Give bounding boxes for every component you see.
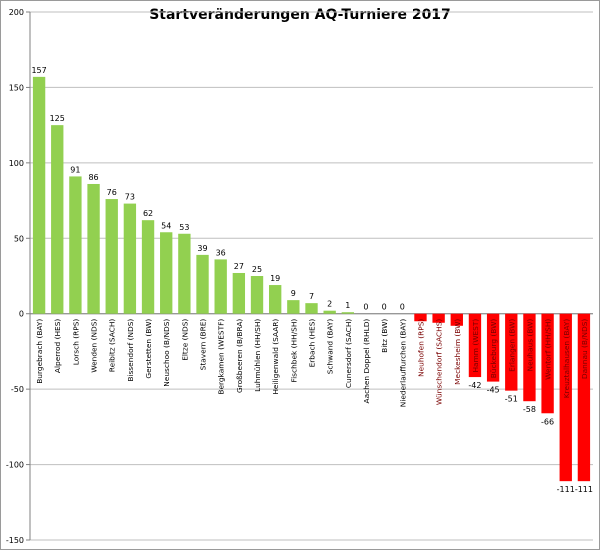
category-label: Neuhofen (RPS) xyxy=(416,319,425,377)
bar xyxy=(87,183,100,314)
bar xyxy=(486,313,500,382)
category-label: Cunersdorf (SACH) xyxy=(344,319,353,389)
bar xyxy=(414,313,427,322)
category-label: Heiligenwald (SAAR) xyxy=(271,319,280,395)
category-label: Eltze (NDS) xyxy=(180,319,189,361)
bar-value-label: 91 xyxy=(70,165,80,174)
y-tick-label: 0 xyxy=(19,310,24,319)
category-label: Meckesheim (BW) xyxy=(453,319,462,385)
bar xyxy=(505,313,518,391)
bar-value-label: 1 xyxy=(345,301,350,310)
category-label: Kreuztalhausen (BAY) xyxy=(562,319,571,399)
bar-value-label: -51 xyxy=(505,395,518,404)
bar-value-label: 0 xyxy=(382,303,387,312)
chart-title: Startveränderungen AQ-Turniere 2017 xyxy=(149,7,451,23)
category-label: Großbeeren (B/BRA) xyxy=(235,319,244,393)
bar xyxy=(305,303,318,314)
category-label: Stavern (BRE) xyxy=(199,319,208,371)
bar-value-label: 36 xyxy=(216,248,226,257)
category-label: Alperrod (HES) xyxy=(53,319,62,373)
bar xyxy=(577,313,591,482)
bar xyxy=(51,125,64,314)
bar xyxy=(32,76,46,314)
bar-value-label: 25 xyxy=(252,265,262,274)
bar-value-label: -42 xyxy=(468,381,481,390)
bar-value-label: 73 xyxy=(125,193,135,202)
category-label: Bückeburg (BW) xyxy=(489,319,498,379)
category-label: Dannau (B/NDS) xyxy=(580,319,589,380)
bar-value-label: 9 xyxy=(291,289,296,298)
category-label: Gerstetten (BW) xyxy=(144,319,153,379)
y-tick-label: 50 xyxy=(14,234,24,243)
bar-value-label: -111 xyxy=(575,485,593,494)
bar xyxy=(69,176,82,314)
bar xyxy=(341,312,354,314)
bar-value-label: -111 xyxy=(557,485,575,494)
bar xyxy=(468,313,482,378)
bar-value-label: 54 xyxy=(161,221,171,230)
bar xyxy=(432,313,445,323)
y-tick-label: -150 xyxy=(6,536,24,545)
category-label: Fischbek (HH/SH) xyxy=(289,319,298,383)
bar-value-label: 7 xyxy=(309,292,314,301)
bar-value-label: 27 xyxy=(234,262,244,271)
bar xyxy=(105,199,118,314)
bar xyxy=(123,203,137,314)
category-label: Neuschoo (B/NDS) xyxy=(162,319,171,387)
bar-value-label: 2 xyxy=(327,300,332,309)
bar-value-label: 0 xyxy=(363,303,368,312)
category-label: Neuhaus (BW) xyxy=(525,319,534,372)
y-tick-label: -100 xyxy=(6,461,24,470)
category-label: Lorsch (RPS) xyxy=(71,319,80,366)
category-label: Bitz (BW) xyxy=(380,319,389,353)
category-label: Aachen Doppel (RHLD) xyxy=(362,319,371,404)
bar-value-label: 86 xyxy=(88,173,98,182)
bar xyxy=(450,313,463,326)
bar xyxy=(559,313,572,482)
bar-value-label: 53 xyxy=(179,223,189,232)
bar-value-label: 157 xyxy=(31,66,46,75)
bar-value-label: 125 xyxy=(50,114,65,123)
bar xyxy=(323,310,336,314)
category-label: Burgebrach (BAY) xyxy=(35,319,44,384)
category-label: Bergkamen (WESTF) xyxy=(217,319,226,395)
category-label: Wünschendorf (SACHS) xyxy=(435,319,444,405)
category-label: Luhmühlen (HH/SH) xyxy=(253,319,262,392)
bar-value-label: 62 xyxy=(143,209,153,218)
category-label: Wentorf (HH/SH) xyxy=(544,319,553,380)
bar xyxy=(214,259,227,314)
category-label: Bissendorf (NDS) xyxy=(126,319,135,382)
bar xyxy=(250,276,264,314)
bar xyxy=(160,232,173,314)
category-label: Erlangen (BW) xyxy=(507,319,516,372)
bar-value-label: 0 xyxy=(400,303,405,312)
bar xyxy=(178,233,191,314)
y-tick-label: -50 xyxy=(11,385,24,394)
bar xyxy=(541,313,554,414)
bar xyxy=(196,254,209,314)
bar xyxy=(523,313,536,402)
category-label: Hamm (WEST) xyxy=(471,319,480,373)
bar-value-label: 19 xyxy=(270,274,280,283)
bar-value-label: -58 xyxy=(523,405,536,414)
bar-value-label: 39 xyxy=(197,244,207,253)
bar-value-label: 76 xyxy=(107,188,117,197)
bar xyxy=(287,300,300,314)
bar xyxy=(269,285,282,314)
y-tick-label: 100 xyxy=(9,159,24,168)
category-label: Wenden (NDS) xyxy=(90,319,99,373)
bar-value-label: -45 xyxy=(487,386,500,395)
category-label: Erbach (HES) xyxy=(308,319,317,368)
y-tick-label: 200 xyxy=(9,8,24,17)
category-label: Schwand (BAY) xyxy=(326,319,335,375)
category-label: Reibitz (SACH) xyxy=(108,319,117,373)
bar-value-label: -66 xyxy=(541,417,554,426)
bar xyxy=(141,220,155,314)
category-label: Niederlauffurchen (BAY) xyxy=(398,319,407,408)
y-tick-label: 150 xyxy=(9,83,24,92)
bar xyxy=(232,272,246,314)
